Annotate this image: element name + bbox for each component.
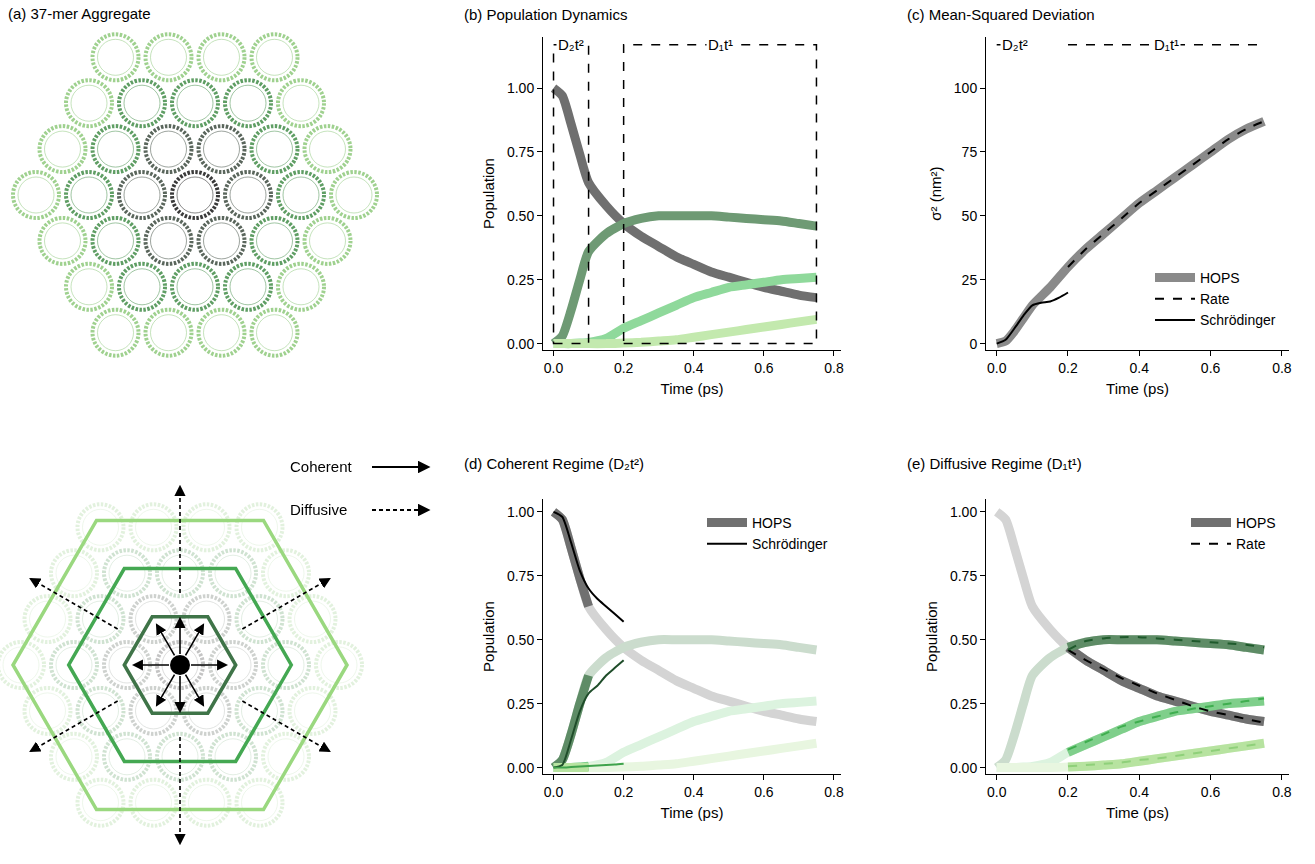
svg-text:D₂t²: D₂t² [558,36,584,53]
svg-text:0.50: 0.50 [507,208,534,224]
svg-text:1.00: 1.00 [507,80,534,96]
svg-text:Time (ps): Time (ps) [661,380,724,397]
svg-text:0.2: 0.2 [614,360,634,376]
svg-text:0.00: 0.00 [507,760,534,776]
svg-text:0.25: 0.25 [507,272,534,288]
svg-text:(d) Coherent Regime (D₂t²): (d) Coherent Regime (D₂t²) [464,455,644,472]
svg-text:(b) Population Dynamics: (b) Population Dynamics [464,6,627,23]
svg-text:50: 50 [962,208,978,224]
svg-text:0.0: 0.0 [987,360,1007,376]
svg-text:0.8: 0.8 [824,784,844,800]
svg-text:(c) Mean-Squared Deviation: (c) Mean-Squared Deviation [907,6,1095,23]
svg-text:0.0: 0.0 [987,784,1007,800]
svg-text:0.6: 0.6 [1201,360,1221,376]
svg-text:0.6: 0.6 [754,360,774,376]
svg-text:0.4: 0.4 [1130,360,1150,376]
svg-text:0.75: 0.75 [507,568,534,584]
svg-text:HOPS: HOPS [1236,515,1276,531]
svg-text:0.2: 0.2 [1058,784,1078,800]
svg-text:Population: Population [480,158,497,229]
svg-text:0.0: 0.0 [544,784,564,800]
svg-text:75: 75 [962,144,978,160]
svg-text:0.2: 0.2 [1058,360,1078,376]
svg-text:0.4: 0.4 [684,360,704,376]
svg-text:Population: Population [480,601,497,672]
svg-text:100: 100 [954,80,978,96]
svg-text:Time (ps): Time (ps) [1106,380,1169,397]
svg-text:0.8: 0.8 [824,360,844,376]
svg-text:0.8: 0.8 [1272,360,1292,376]
svg-text:0.25: 0.25 [507,696,534,712]
svg-text:0.50: 0.50 [950,632,977,648]
svg-text:0.75: 0.75 [950,568,977,584]
svg-text:D₁t¹: D₁t¹ [1154,36,1179,53]
svg-text:0.6: 0.6 [1201,784,1221,800]
svg-text:Schrödinger: Schrödinger [752,536,828,552]
svg-text:0.00: 0.00 [950,760,977,776]
svg-text:0: 0 [969,336,977,352]
svg-text:0.25: 0.25 [950,696,977,712]
svg-text:Rate: Rate [1200,291,1230,307]
svg-text:Time (ps): Time (ps) [1106,804,1169,821]
svg-text:0.4: 0.4 [1130,784,1150,800]
svg-text:(e) Diffusive Regime (D₁t¹): (e) Diffusive Regime (D₁t¹) [907,455,1082,472]
svg-text:25: 25 [962,272,978,288]
svg-text:0.50: 0.50 [507,632,534,648]
svg-text:0.4: 0.4 [684,784,704,800]
svg-text:Diffusive: Diffusive [290,501,347,518]
svg-text:1.00: 1.00 [950,504,977,520]
svg-text:1.00: 1.00 [507,504,534,520]
svg-text:0.8: 0.8 [1272,784,1292,800]
svg-text:0.2: 0.2 [614,784,634,800]
svg-text:(a) 37-mer Aggregate: (a) 37-mer Aggregate [8,5,151,22]
svg-text:0.00: 0.00 [507,336,534,352]
svg-text:D₂t²: D₂t² [1002,36,1028,53]
svg-text:Time (ps): Time (ps) [661,804,724,821]
svg-text:Population: Population [923,601,940,672]
svg-text:0.75: 0.75 [507,144,534,160]
svg-text:0.6: 0.6 [754,784,774,800]
svg-text:0.0: 0.0 [544,360,564,376]
svg-text:HOPS: HOPS [1200,270,1240,286]
svg-text:D₁t¹: D₁t¹ [708,36,733,53]
svg-text:σ² (nm²): σ² (nm²) [927,166,944,220]
svg-text:Rate: Rate [1236,536,1266,552]
svg-text:HOPS: HOPS [752,515,792,531]
svg-text:Coherent: Coherent [290,458,353,475]
svg-text:Schrödinger: Schrödinger [1200,312,1276,328]
